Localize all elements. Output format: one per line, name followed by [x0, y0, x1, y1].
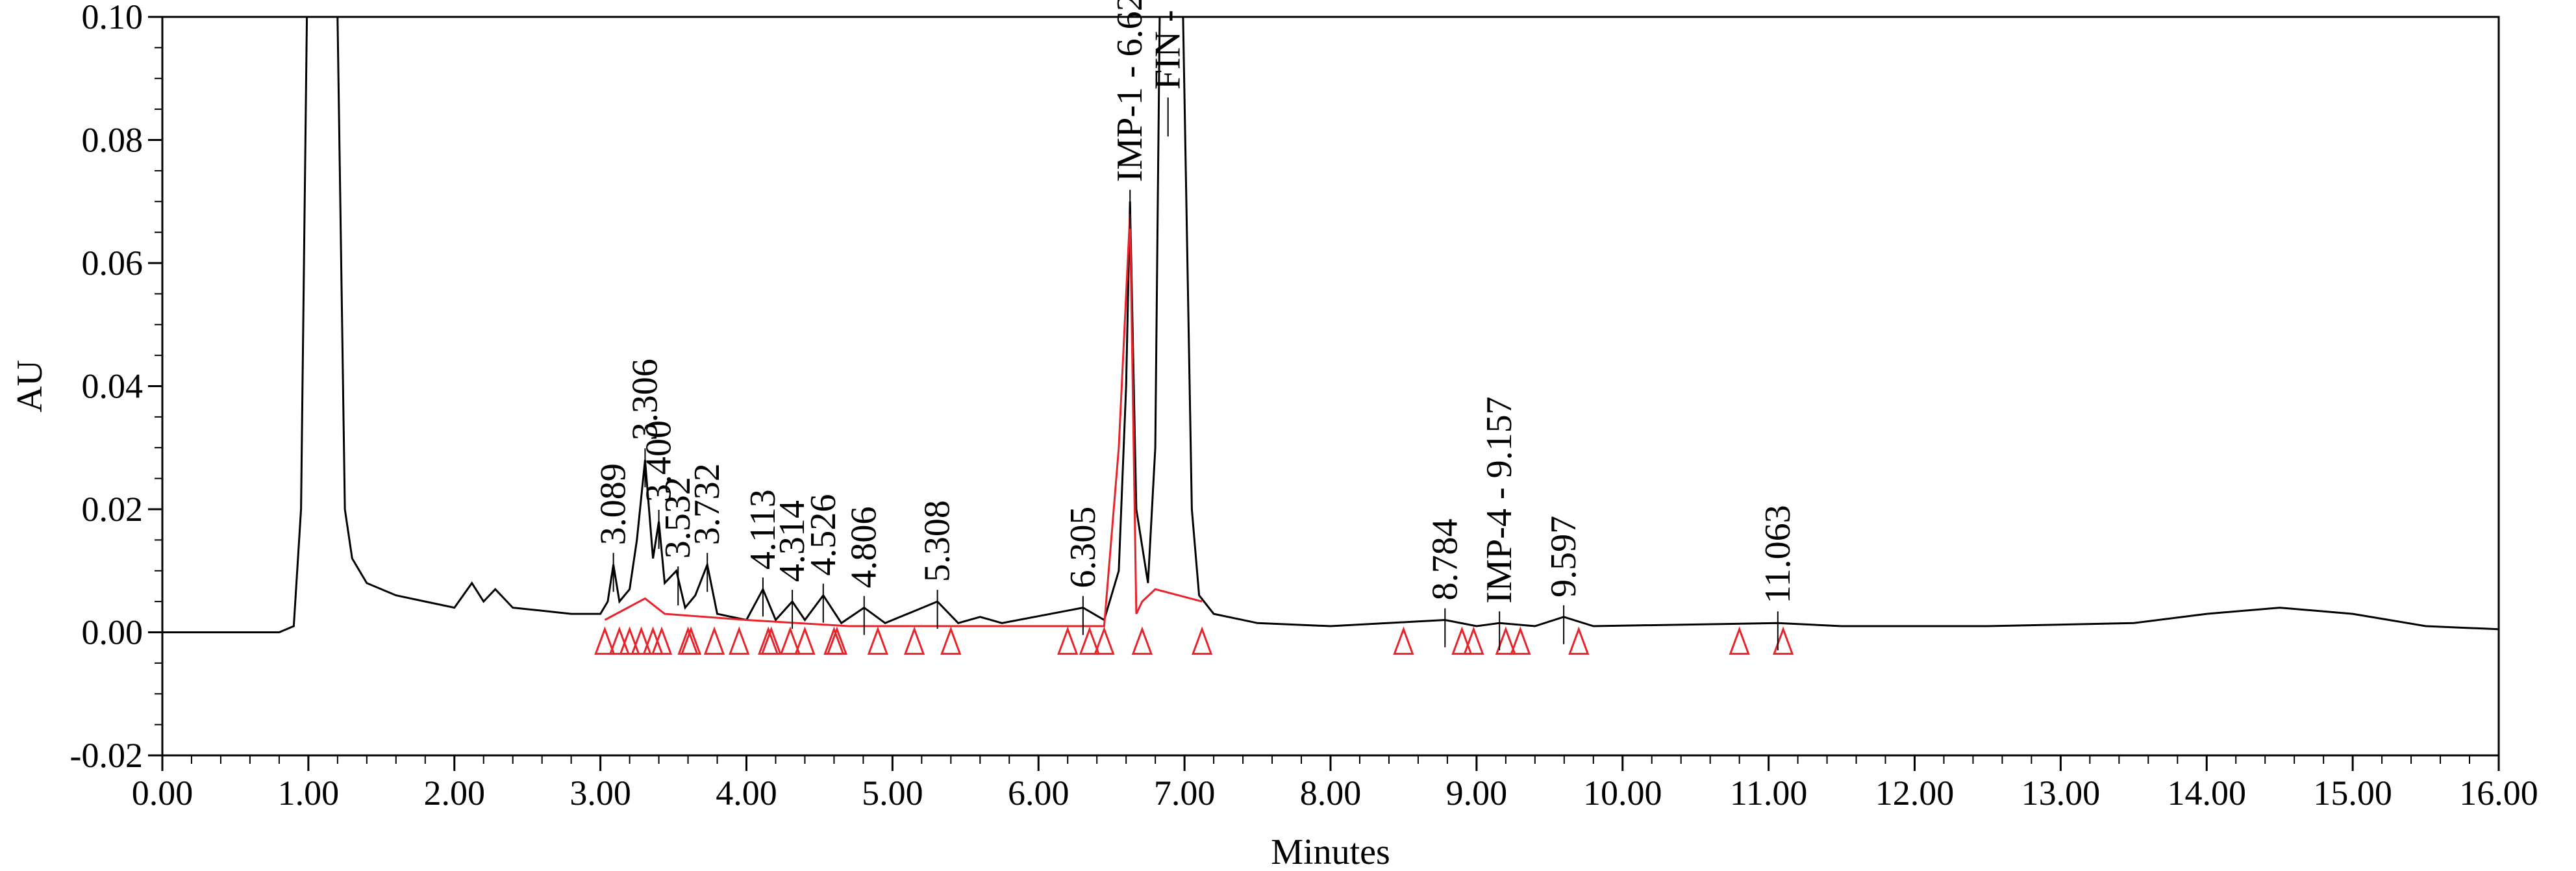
y-tick-label: -0.02: [70, 736, 143, 775]
x-tick-label: 15.00: [2313, 774, 2392, 813]
x-tick-label: 14.00: [2168, 774, 2247, 813]
x-axis-title: Minutes: [1271, 832, 1390, 871]
integration-marker: [758, 626, 779, 655]
x-tick-label: 13.00: [2021, 774, 2101, 813]
x-tick-label: 5.00: [862, 774, 923, 813]
integration-marker: [1057, 626, 1079, 655]
peak-label: 4.806: [844, 507, 884, 588]
y-tick-label: 0.08: [82, 121, 144, 160]
integration-marker: [1451, 626, 1473, 655]
integration-marker: [779, 626, 801, 655]
peak-label: 3.532: [658, 477, 698, 559]
chromatogram-trace: [162, 17, 2499, 633]
integration-marker: [760, 626, 782, 655]
integration-marker: [631, 626, 652, 655]
integration-marker: [940, 626, 962, 655]
integration-marker: [1094, 626, 1115, 655]
integration-marker: [619, 626, 640, 655]
peak-label: 6.305: [1063, 507, 1103, 588]
integration-marker: [594, 626, 616, 655]
integration-marker: [1510, 626, 1531, 655]
x-tick-label: 1.00: [278, 774, 340, 813]
peak-label: 3.089: [594, 463, 634, 545]
peak-label: 4.526: [803, 494, 844, 576]
peak-label: 5.308: [918, 500, 958, 582]
peak-label: 4.113: [743, 489, 783, 570]
y-tick-label: 0.04: [82, 367, 144, 406]
x-tick-label: 6.00: [1008, 774, 1069, 813]
x-tick-label: 4.00: [716, 774, 777, 813]
x-tick-label: 9.00: [1446, 774, 1508, 813]
integration-marker: [703, 626, 725, 655]
integration-marker: [1772, 626, 1794, 655]
peak-label: FIN - 6.887: [1148, 0, 1188, 90]
integration-marker: [1079, 626, 1101, 655]
integration-marker: [826, 626, 848, 655]
x-tick-label: 2.00: [424, 774, 486, 813]
peak-label: 8.784: [1425, 519, 1465, 601]
integration-marker: [608, 626, 631, 655]
integration-marker: [1729, 626, 1750, 655]
integration-marker: [651, 626, 673, 655]
y-tick-label: 0.00: [82, 613, 144, 652]
integration-marker: [1463, 626, 1484, 655]
peak-label: 4.314: [772, 500, 812, 582]
x-tick-label: 8.00: [1300, 774, 1362, 813]
integration-marker: [680, 626, 702, 655]
integration-marker: [1393, 626, 1414, 655]
integration-marker: [677, 626, 699, 655]
integration-marker: [729, 626, 750, 655]
y-tick-label: 0.06: [82, 244, 144, 283]
integration-marker: [903, 626, 925, 655]
x-tick-label: 0.00: [132, 774, 194, 813]
integration-marker: [1568, 626, 1590, 655]
integration-baseline: [604, 214, 1203, 627]
x-tick-label: 11.00: [1730, 774, 1808, 813]
peak-label: 3.732: [687, 463, 727, 545]
integration-marker: [794, 626, 816, 655]
peak-label: 3.400: [639, 420, 679, 502]
peak-label: 3.306: [625, 359, 665, 440]
integration-marker: [1131, 626, 1153, 655]
peak-label: IMP-4 - 9.157: [1479, 396, 1519, 603]
peak-label: 11.063: [1758, 505, 1798, 603]
plot-frame: [161, 16, 2500, 757]
x-tick-label: 12.00: [1875, 774, 1955, 813]
x-tick-label: 10.00: [1583, 774, 1662, 813]
integration-marker: [823, 626, 845, 655]
peak-label: IMP-1 - 6.627: [1110, 0, 1150, 182]
integration-marker: [867, 626, 889, 655]
integration-marker: [1191, 626, 1213, 655]
peak-label: 9.597: [1544, 516, 1584, 598]
x-tick-label: 3.00: [569, 774, 631, 813]
y-tick-label: 0.10: [82, 0, 144, 36]
y-tick-label: 0.02: [82, 490, 144, 529]
x-tick-label: 16.00: [2459, 774, 2538, 813]
integration-marker: [1495, 626, 1517, 655]
y-axis-title: AU: [10, 360, 50, 412]
x-tick-label: 7.00: [1154, 774, 1216, 813]
